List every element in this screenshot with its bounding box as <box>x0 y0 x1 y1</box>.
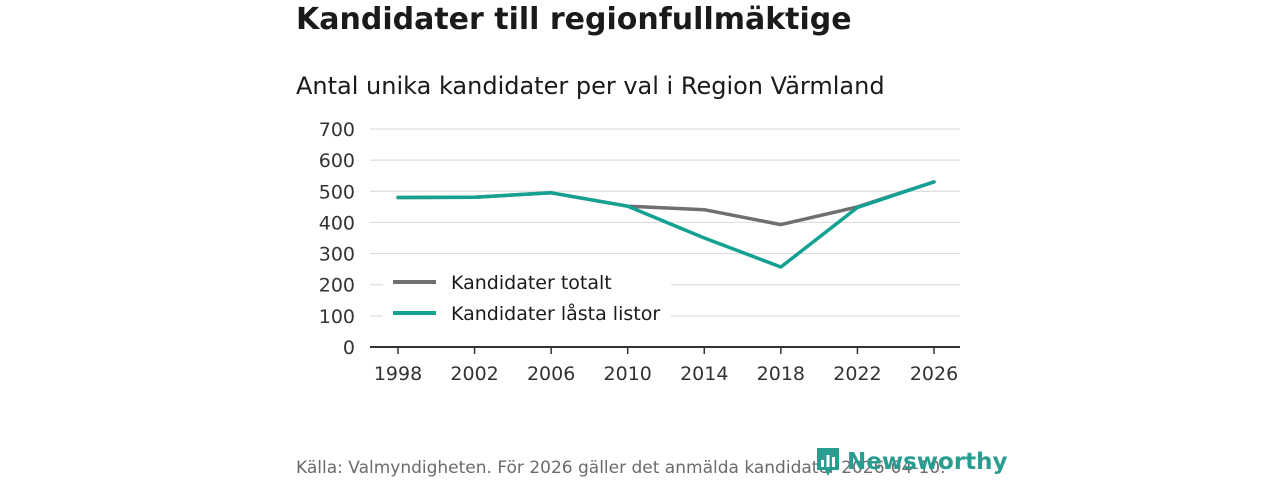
x-tick-label: 2002 <box>450 363 498 385</box>
series-line-locked <box>396 180 936 269</box>
chart-subtitle: Antal unika kandidater per val i Region … <box>296 72 885 100</box>
y-tick-label: 600 <box>319 150 355 172</box>
legend-label: Kandidater låsta listor <box>451 302 660 325</box>
x-tick-label: 2010 <box>604 363 652 385</box>
y-tick-label: 200 <box>319 275 355 297</box>
x-tick-label: 2022 <box>833 363 881 385</box>
legend: Kandidater totalt Kandidater låsta listor <box>383 266 671 328</box>
series-line-total <box>396 180 936 227</box>
y-tick-label: 700 <box>319 119 355 141</box>
x-tick-label: 2026 <box>910 363 958 385</box>
bar-chart-icon <box>817 448 839 476</box>
y-tick-label: 400 <box>319 212 355 234</box>
y-tick-label: 300 <box>319 244 355 266</box>
legend-label: Kandidater totalt <box>451 272 612 294</box>
newsworthy-logo: Newsworthy <box>815 446 1008 478</box>
series-lines <box>396 180 936 269</box>
x-tick-label: 2006 <box>527 363 575 385</box>
x-tick-label: 2014 <box>680 363 728 385</box>
source-note: Källa: Valmyndigheten. För 2026 gäller d… <box>296 458 946 478</box>
logo-text: Newsworthy <box>847 449 1008 475</box>
y-tick-label: 100 <box>319 306 355 328</box>
y-tick-label: 500 <box>319 181 355 203</box>
x-tick-label: 1998 <box>374 363 422 385</box>
x-tick-label: 2018 <box>757 363 805 385</box>
chart-title: Kandidater till regionfullmäktige <box>296 2 852 37</box>
y-tick-label: 0 <box>343 337 355 359</box>
axes: 0 100 200 300 400 500 600 700 1998 2002 2006 2010 20… <box>319 119 960 385</box>
